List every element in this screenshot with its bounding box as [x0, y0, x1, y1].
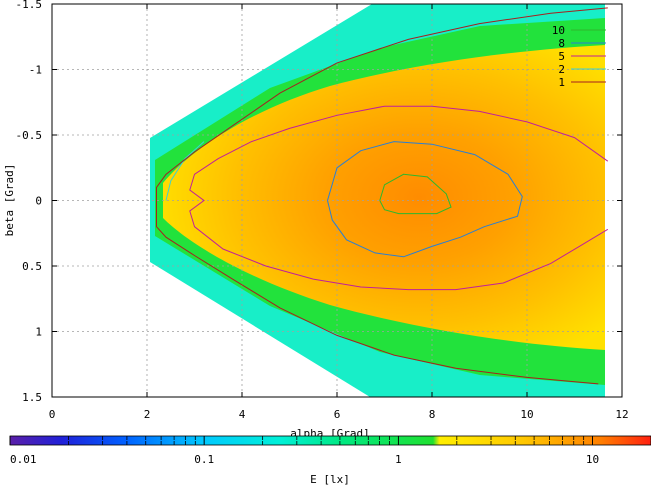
colorbar-gradient: [9, 435, 651, 446]
heatmap-yellow-region: [163, 45, 605, 350]
y-axis: -1.5 -1 -0.5 0 0.5 1 1.5: [16, 0, 622, 404]
grid: [52, 4, 622, 397]
contour-line-1: [156, 7, 608, 385]
legend-label-10: 10: [552, 24, 565, 37]
y-tick-label: 1.5: [22, 391, 42, 404]
colorbar: 0.01 0.1 1 10 E [lx]: [9, 435, 651, 486]
colorbar-tick-label: 1: [395, 453, 402, 466]
y-tick-label: 0: [35, 195, 42, 208]
colorbar-ticks: 0.01 0.1 1 10: [9, 436, 651, 466]
contour-line-5: [189, 105, 609, 291]
x-tick-label: 2: [144, 408, 151, 421]
x-tick-label: 10: [520, 408, 533, 421]
legend-label-8: 8: [558, 37, 565, 50]
colorbar-label: E [lx]: [310, 473, 350, 486]
y-tick-label: -1: [29, 64, 42, 77]
legend-label-5: 5: [558, 50, 565, 63]
contour-line-10: [379, 173, 452, 215]
legend-label-2: 2: [558, 63, 565, 76]
x-tick-label: 0: [49, 408, 56, 421]
y-tick-label: -1.5: [16, 0, 43, 11]
legend-label-1: 1: [558, 76, 565, 89]
contour-line-2: [165, 141, 205, 201]
colorbar-tick-label: 0.01: [10, 453, 37, 466]
x-tick-label: 12: [615, 408, 628, 421]
colorbar-tick-label: 10: [586, 453, 599, 466]
x-tick-label: 4: [239, 408, 246, 421]
x-axis: 0 2 4 6 8 10 12: [49, 4, 629, 421]
x-tick-label: 8: [429, 408, 436, 421]
y-tick-label: 0.5: [22, 260, 42, 273]
contour-line-8: [327, 141, 523, 258]
y-axis-label: beta [Grad]: [3, 164, 16, 237]
x-tick-label: 6: [334, 408, 341, 421]
contours: [156, 7, 609, 385]
colorbar-tick-label: 0.1: [194, 453, 214, 466]
y-tick-label: 1: [35, 326, 42, 339]
y-tick-label: -0.5: [16, 129, 43, 142]
